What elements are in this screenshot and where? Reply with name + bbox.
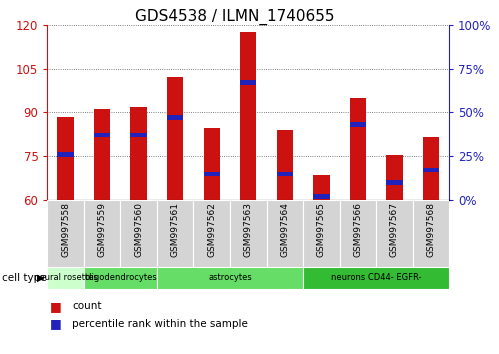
Bar bbox=[94, 133, 110, 137]
Text: GSM997565: GSM997565 bbox=[317, 202, 326, 257]
Bar bbox=[230, 200, 266, 267]
Text: oligodendrocytes: oligodendrocytes bbox=[84, 273, 157, 282]
Bar bbox=[303, 200, 339, 267]
Bar bbox=[130, 133, 147, 137]
Bar bbox=[266, 200, 303, 267]
Text: neurons CD44- EGFR-: neurons CD44- EGFR- bbox=[331, 273, 421, 282]
Bar bbox=[167, 115, 184, 120]
Bar bbox=[423, 137, 439, 200]
Text: GSM997562: GSM997562 bbox=[207, 202, 216, 257]
Text: neural rosettes: neural rosettes bbox=[34, 273, 98, 282]
Text: GDS4538 / ILMN_1740655: GDS4538 / ILMN_1740655 bbox=[135, 9, 334, 25]
Bar bbox=[423, 168, 439, 172]
Bar bbox=[313, 175, 329, 200]
Bar bbox=[130, 107, 147, 200]
Bar bbox=[350, 98, 366, 200]
Text: GSM997567: GSM997567 bbox=[390, 202, 399, 257]
Bar bbox=[240, 32, 256, 200]
Bar bbox=[157, 200, 194, 267]
Bar bbox=[84, 200, 120, 267]
Bar bbox=[84, 267, 157, 289]
Text: GSM997566: GSM997566 bbox=[353, 202, 362, 257]
Bar bbox=[57, 117, 74, 200]
Bar bbox=[413, 200, 449, 267]
Bar bbox=[276, 172, 293, 176]
Bar bbox=[47, 200, 84, 267]
Bar bbox=[350, 122, 366, 127]
Bar bbox=[204, 172, 220, 176]
Text: GSM997558: GSM997558 bbox=[61, 202, 70, 257]
Bar bbox=[167, 78, 184, 200]
Bar bbox=[157, 267, 303, 289]
Text: cell type: cell type bbox=[2, 273, 47, 282]
Bar bbox=[57, 152, 74, 156]
Bar bbox=[194, 200, 230, 267]
Bar bbox=[303, 267, 449, 289]
Bar bbox=[339, 200, 376, 267]
Bar bbox=[240, 80, 256, 85]
Text: ▶: ▶ bbox=[37, 273, 45, 282]
Text: GSM997560: GSM997560 bbox=[134, 202, 143, 257]
Text: GSM997559: GSM997559 bbox=[98, 202, 107, 257]
Text: percentile rank within the sample: percentile rank within the sample bbox=[72, 319, 248, 329]
Bar bbox=[386, 180, 403, 185]
Text: GSM997568: GSM997568 bbox=[426, 202, 435, 257]
Text: ■: ■ bbox=[50, 300, 62, 313]
Bar bbox=[276, 130, 293, 200]
Bar bbox=[204, 129, 220, 200]
Text: GSM997561: GSM997561 bbox=[171, 202, 180, 257]
Bar bbox=[47, 267, 84, 289]
Text: astrocytes: astrocytes bbox=[208, 273, 252, 282]
Text: ■: ■ bbox=[50, 318, 62, 330]
Bar bbox=[120, 200, 157, 267]
Text: count: count bbox=[72, 301, 102, 311]
Bar bbox=[386, 155, 403, 200]
Text: GSM997564: GSM997564 bbox=[280, 202, 289, 257]
Bar bbox=[376, 200, 413, 267]
Bar bbox=[94, 109, 110, 200]
Text: GSM997563: GSM997563 bbox=[244, 202, 253, 257]
Bar bbox=[313, 194, 329, 199]
